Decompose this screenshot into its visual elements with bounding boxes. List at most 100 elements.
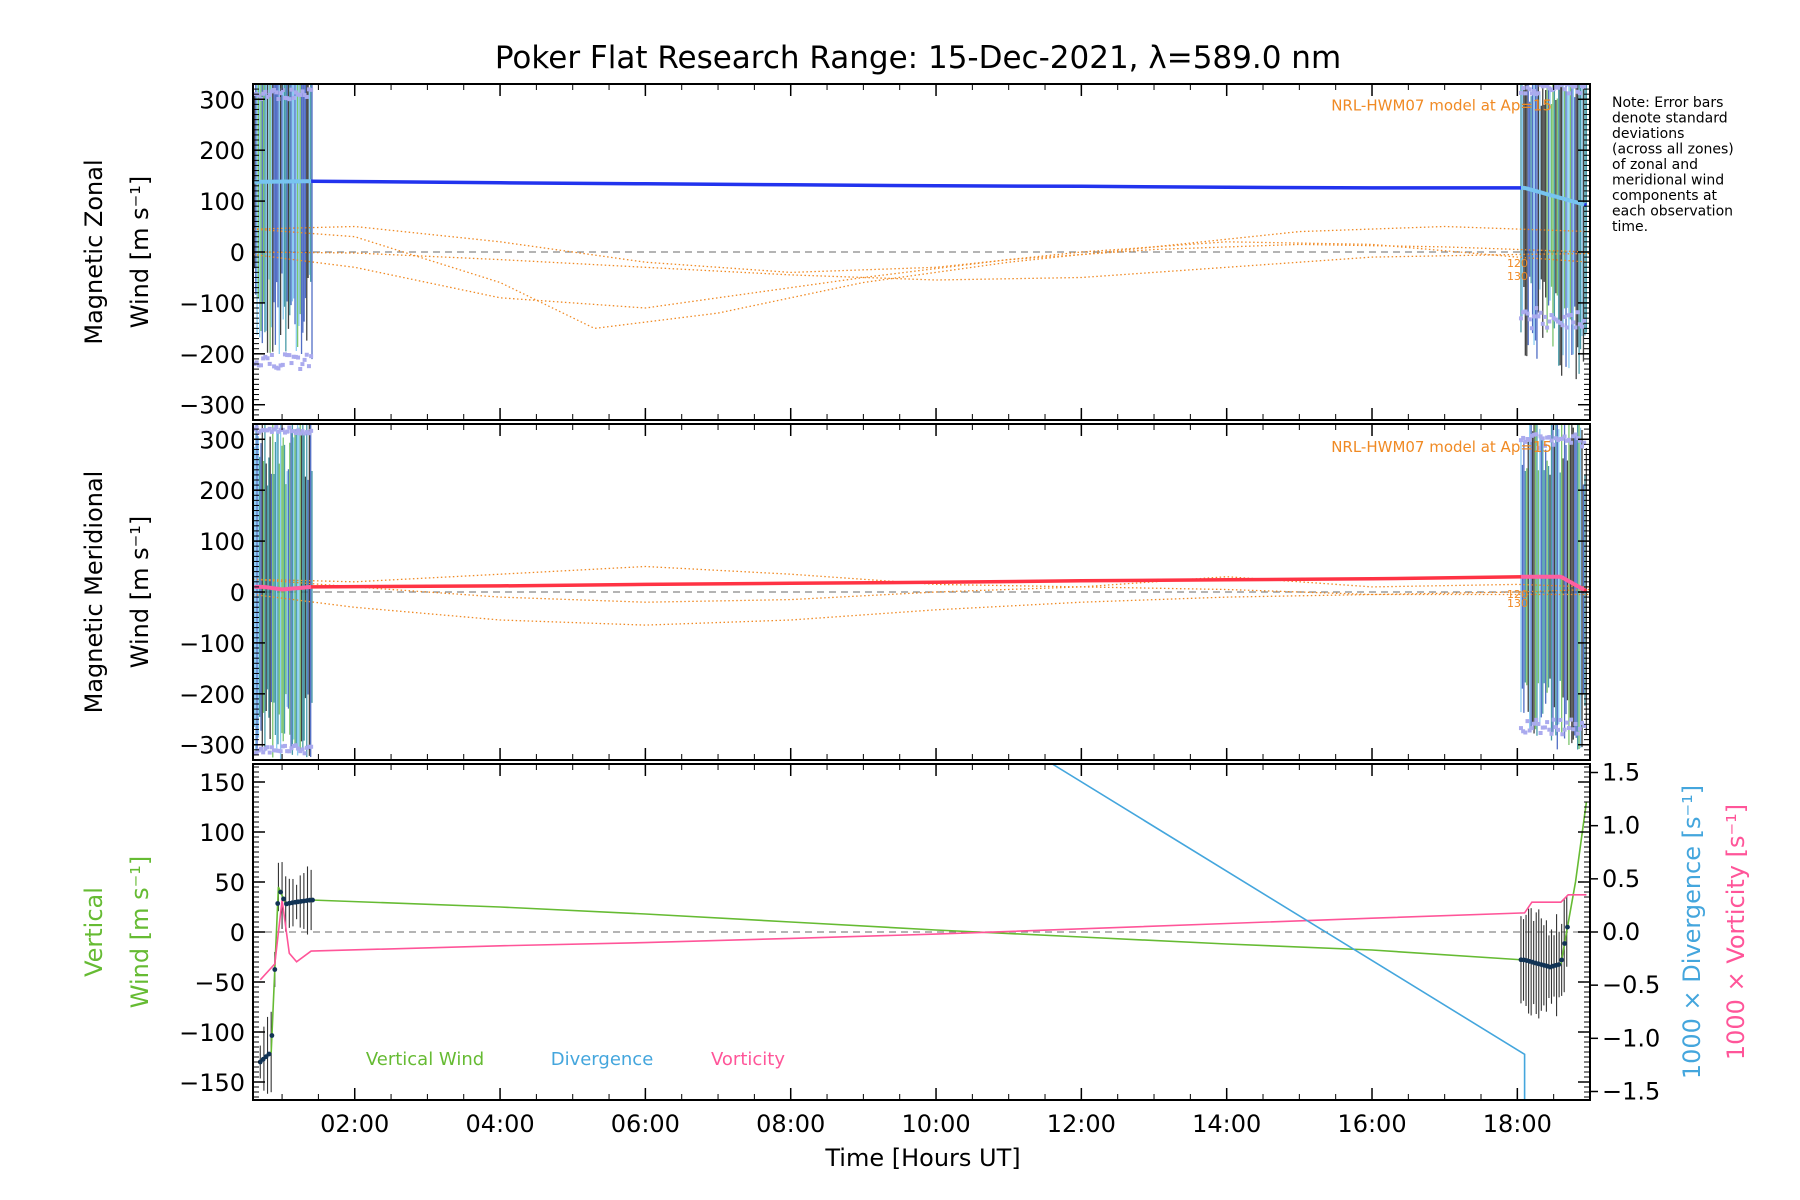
scatter-point — [287, 425, 292, 430]
model-curve — [253, 578, 1590, 603]
right-tick-label: 1.0 — [1602, 812, 1640, 840]
scatter-point — [1571, 84, 1576, 89]
scatter-point — [1575, 731, 1580, 736]
scatter-point — [1560, 323, 1565, 328]
scatter-point — [1540, 84, 1545, 89]
scatter-point — [1551, 717, 1556, 722]
scatter-point — [1523, 309, 1528, 314]
scatter-point — [1571, 727, 1576, 732]
scatter-point — [293, 743, 298, 748]
x-tick-label: 08:00 — [756, 1110, 825, 1138]
scatter-point — [304, 352, 309, 357]
scatter-point — [1527, 437, 1532, 442]
scatter-point — [278, 427, 283, 432]
scatter-point — [1538, 434, 1543, 439]
scatter-point — [306, 87, 311, 92]
scatter-point — [258, 363, 263, 368]
chart-title: Poker Flat Research Range: 15-Dec-2021, … — [495, 40, 1341, 76]
scatter-point — [272, 364, 277, 369]
y-tick-label: −200 — [179, 341, 245, 369]
scatter-point — [1564, 84, 1569, 87]
scatter-point — [282, 95, 287, 100]
scatter-point — [298, 431, 303, 436]
scatter-point — [289, 361, 294, 366]
scatter-point — [1571, 434, 1576, 439]
x-tick-label: 06:00 — [611, 1110, 680, 1138]
scatter-point — [1538, 310, 1543, 315]
model-height-label: 120 — [1507, 257, 1528, 270]
scatter-point — [296, 428, 301, 433]
scatter-point — [1573, 721, 1578, 726]
scatter-point — [1549, 438, 1554, 443]
scatter-point — [269, 745, 274, 750]
scatter-point — [285, 749, 290, 754]
scatter-point — [1566, 313, 1571, 318]
scatter-point — [272, 748, 277, 753]
y-tick-label: 200 — [199, 137, 245, 165]
y-tick-label: −200 — [179, 681, 245, 709]
scatter-point — [1558, 717, 1563, 722]
model-label: NRL-HWM07 model at Ap=15 — [1331, 96, 1552, 114]
y-tick-label: 300 — [199, 86, 245, 114]
scatter-point — [1525, 311, 1530, 316]
scatter-point — [1527, 728, 1532, 733]
vertical-panel: Vertical Wind Divergence Vorticity 1.5 1.0 0.… — [179, 759, 1660, 1138]
vorticity-line — [259, 893, 1587, 981]
scatter-point — [1540, 725, 1545, 730]
scatter-point — [1556, 727, 1561, 732]
scatter-point — [1577, 726, 1582, 731]
scatter-point — [1536, 91, 1541, 96]
vertical-wind-point — [278, 889, 284, 895]
scatter-point — [289, 429, 294, 434]
scatter-point — [254, 751, 259, 756]
scatter-point — [1529, 326, 1534, 331]
scatter-point — [1538, 730, 1543, 735]
scatter-point — [267, 426, 272, 431]
scatter-point — [309, 428, 314, 433]
scatter-point — [1569, 84, 1574, 88]
zonal-ylabel-line1: Magnetic Zonal — [80, 159, 108, 344]
y-tick-label: −300 — [179, 392, 245, 420]
y-tick-label: −100 — [179, 630, 245, 658]
scatter-point — [267, 750, 272, 755]
scatter-point — [1549, 88, 1554, 93]
vertical-wind-point — [1556, 962, 1562, 967]
scatter-point — [256, 430, 261, 435]
vertical-ylabel-line1: Vertical — [80, 887, 108, 977]
right-tick-label: −0.5 — [1602, 971, 1660, 999]
scatter-point — [1556, 85, 1561, 90]
scatter-point — [1518, 438, 1523, 443]
scatter-point — [276, 97, 281, 102]
scatter-point — [278, 91, 283, 96]
model-curve — [253, 251, 1590, 281]
scatter-point — [1525, 85, 1530, 90]
scatter-point — [1560, 732, 1565, 737]
right-tick-label: −1.5 — [1602, 1077, 1660, 1105]
vertical-wind-point — [269, 1033, 275, 1038]
scatter-point — [287, 749, 292, 754]
scatter-point — [302, 93, 307, 98]
scatter-point — [1577, 322, 1582, 327]
scatter-point — [289, 746, 294, 751]
scatter-point — [287, 97, 292, 102]
model-height-label: 120 — [1507, 588, 1528, 601]
scatter-point — [1580, 720, 1585, 725]
vertical-wind-point — [310, 897, 315, 903]
vertical-wind-point — [1565, 924, 1570, 930]
scatter-point — [1521, 435, 1526, 440]
scatter-point — [272, 87, 277, 92]
scatter-point — [265, 94, 270, 99]
vertical-wind-point — [275, 901, 281, 906]
scatter-point — [1571, 320, 1576, 325]
scatter-point — [1580, 324, 1585, 329]
scatter-point — [1569, 717, 1574, 722]
panel-plot-area — [253, 764, 1590, 1100]
scatter-point — [1532, 314, 1537, 319]
scatter-point — [1547, 319, 1552, 324]
scatter-point — [261, 750, 266, 755]
scatter-point — [1532, 721, 1537, 726]
scatter-point — [1542, 725, 1547, 730]
scatter-point — [1558, 84, 1563, 88]
